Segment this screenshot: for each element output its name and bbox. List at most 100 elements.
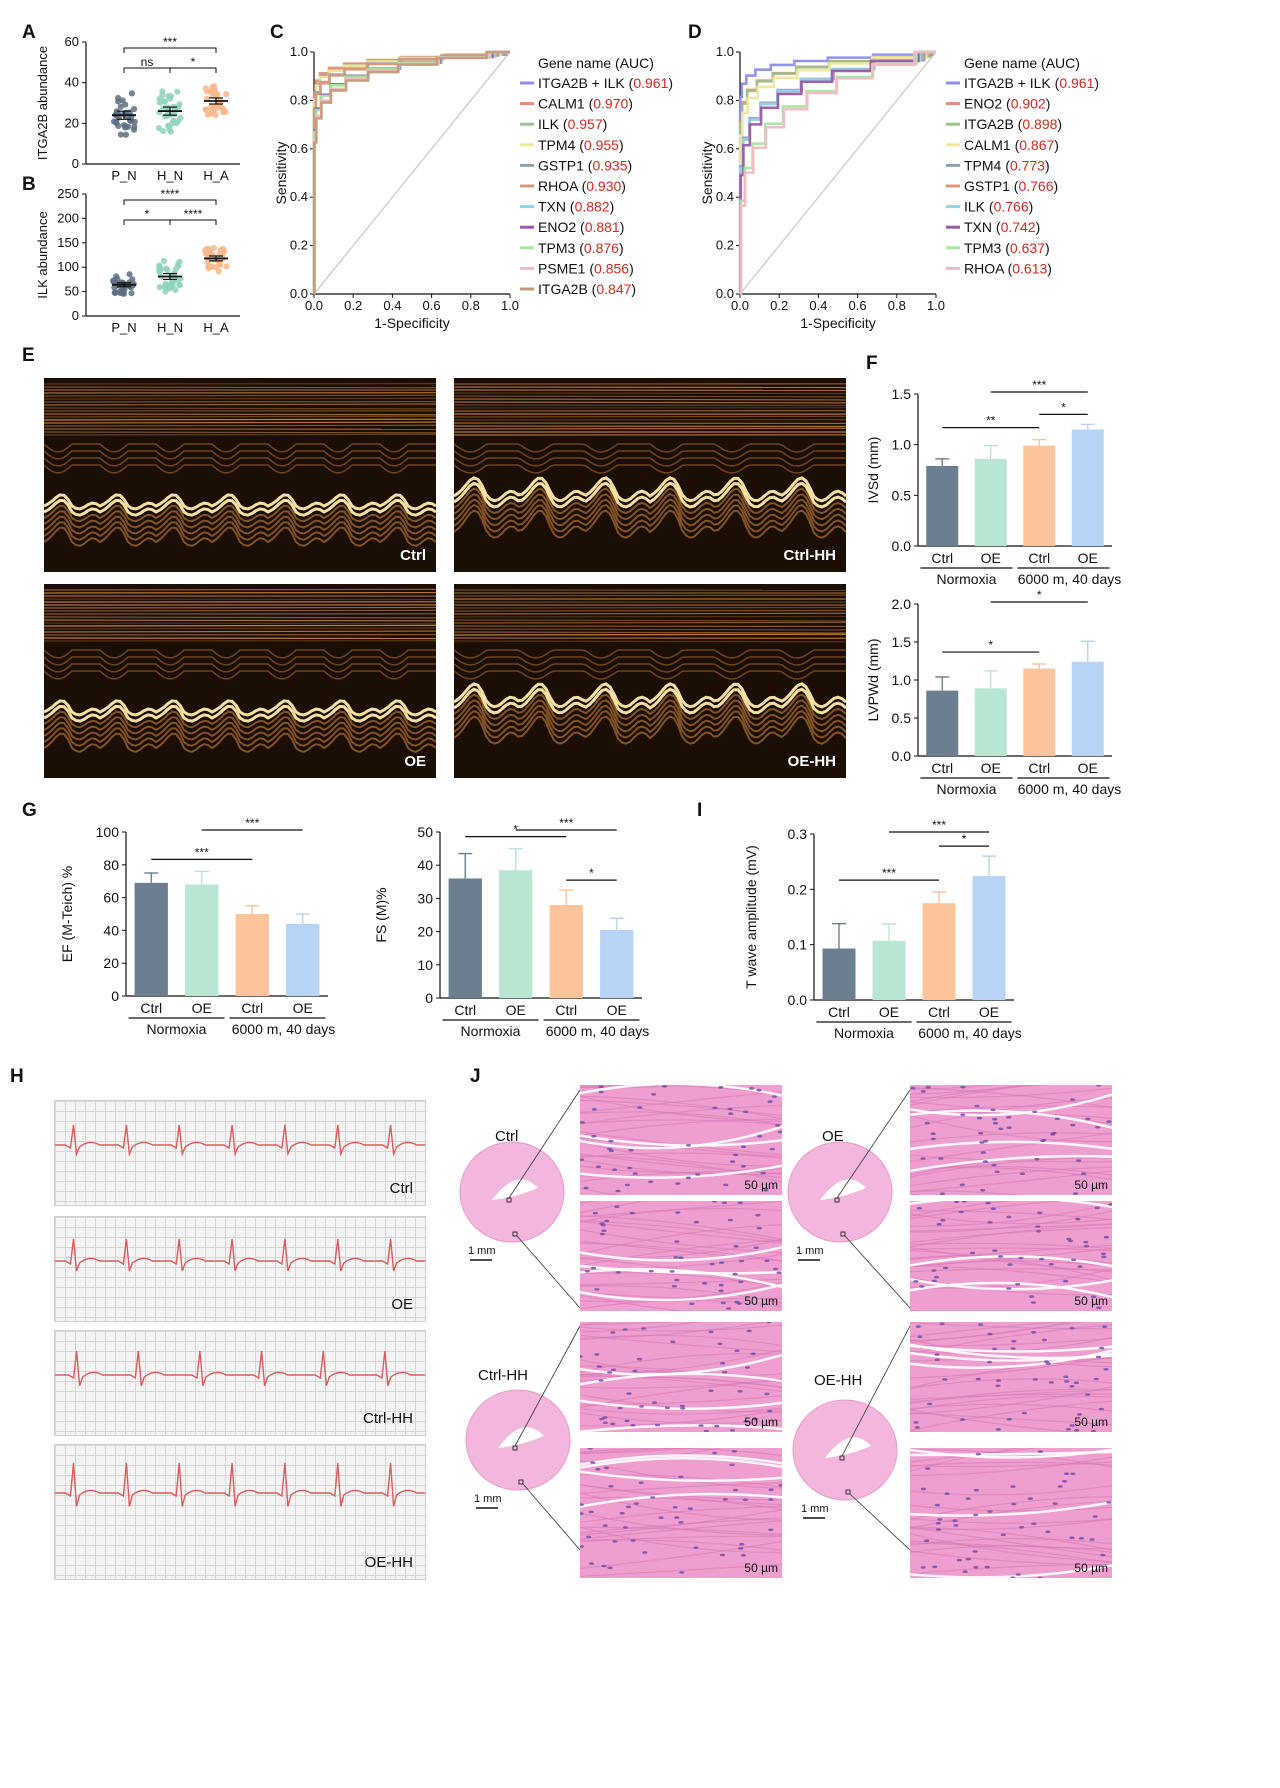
echo-trace (454, 383, 846, 539)
wall-echo (44, 526, 436, 547)
wall-echo (44, 704, 436, 723)
nucleus (1081, 1172, 1087, 1175)
fiber (910, 1518, 1112, 1531)
nucleus (746, 1329, 752, 1333)
nucleus (1035, 1225, 1041, 1228)
echo-trace (454, 589, 846, 745)
y-tick-label: 30 (417, 890, 433, 906)
y-tick-label: 10 (417, 957, 433, 973)
fiber (910, 1170, 1112, 1193)
tissue-band (44, 407, 436, 410)
bar (872, 940, 906, 1000)
fiber (580, 1085, 665, 1087)
nucleus (626, 1392, 632, 1395)
tissue-band (454, 621, 846, 624)
data-point (202, 106, 209, 113)
nucleus (671, 1284, 677, 1288)
nucleus (757, 1134, 763, 1138)
nucleus (1071, 1258, 1077, 1262)
nucleus (978, 1323, 984, 1326)
y-tick-label: 0.6 (716, 141, 734, 156)
nucleus (973, 1488, 979, 1492)
fiber (580, 1349, 782, 1376)
bar-chart-lvpwd: 0.0 0.5 1.0 1.5 2.0 LVPWd (mm) Ctrl OE Ctrl OE Nor… (865, 588, 1122, 797)
nucleus (973, 1566, 979, 1569)
group-label: 6000 m, 40 days (1018, 781, 1122, 797)
nucleus (722, 1498, 728, 1501)
fiber (910, 1154, 1112, 1163)
y-tick-label: 250 (57, 186, 79, 201)
ecg-trace-ctrl-hh: Ctrl-HH (54, 1330, 426, 1436)
tissue-band (44, 588, 436, 591)
fiber (580, 1099, 782, 1117)
ecg-line (55, 1462, 425, 1507)
ecg-line (55, 1124, 425, 1157)
nucleus (693, 1220, 700, 1224)
ecg-trace-ctrl: Ctrl (54, 1100, 426, 1206)
wall-echo (44, 710, 436, 729)
nucleus (972, 1550, 978, 1553)
roc-curve (313, 50, 510, 296)
fiber (910, 1210, 1112, 1233)
nucleus (1021, 1411, 1027, 1415)
nucleus (1106, 1120, 1112, 1123)
nucleus (1094, 1206, 1100, 1210)
gap (910, 1501, 1112, 1517)
nucleus (1031, 1331, 1037, 1334)
nucleus (756, 1226, 762, 1230)
nucleus (624, 1183, 631, 1187)
nucleus (1070, 1098, 1076, 1101)
legend-entry: TPM3 (0.637) (964, 240, 1050, 256)
gap (580, 1134, 782, 1147)
nucleus (738, 1280, 744, 1284)
group-label: Normoxia (147, 1021, 207, 1037)
nucleus (769, 1147, 775, 1151)
nucleus (680, 1407, 686, 1410)
roc-curve (739, 50, 936, 296)
legend-entry: CALM1 (0.867) (964, 137, 1059, 153)
nucleus (729, 1463, 735, 1467)
fiber (910, 1203, 1112, 1227)
tissue-band (44, 403, 436, 406)
y-tick-label: 1.5 (892, 386, 912, 402)
significance-label: * (962, 832, 967, 846)
data-point (216, 261, 223, 268)
nucleus (1070, 1472, 1076, 1476)
legend-entry: ITGA2B + ILK (0.961) (964, 75, 1099, 91)
fiber (910, 1400, 1112, 1432)
fiber (580, 1172, 782, 1183)
significance-label: *** (559, 818, 573, 830)
tissue-band (454, 398, 846, 401)
data-point (162, 280, 169, 287)
nucleus (1084, 1244, 1090, 1248)
fiber (910, 1533, 1112, 1563)
nucleus (685, 1176, 691, 1180)
fiber (580, 1095, 782, 1120)
nucleus (712, 1106, 718, 1110)
nucleus (612, 1540, 618, 1543)
fiber (580, 1322, 612, 1326)
data-point (222, 108, 229, 115)
y-tick-label: 20 (417, 924, 433, 940)
nucleus (1064, 1380, 1070, 1383)
y-tick-label: 20 (103, 955, 119, 971)
fiber (580, 1526, 782, 1535)
nucleus (1072, 1192, 1079, 1195)
nucleus (679, 1571, 685, 1574)
nucleus (975, 1377, 981, 1381)
nucleus (630, 1424, 636, 1427)
data-point (172, 265, 180, 273)
panel-label-e: E (22, 345, 35, 366)
nucleus (608, 1149, 614, 1153)
gap (580, 1456, 782, 1469)
nucleus (711, 1201, 717, 1203)
wall-echo (44, 699, 436, 717)
nucleus (729, 1429, 735, 1432)
tissue-band (44, 619, 436, 622)
ecg-wave (55, 1238, 425, 1272)
nucleus (1103, 1235, 1109, 1239)
nucleus (580, 1355, 583, 1358)
nucleus (1006, 1287, 1012, 1290)
nucleus (939, 1192, 946, 1195)
tissue-band (454, 633, 846, 636)
